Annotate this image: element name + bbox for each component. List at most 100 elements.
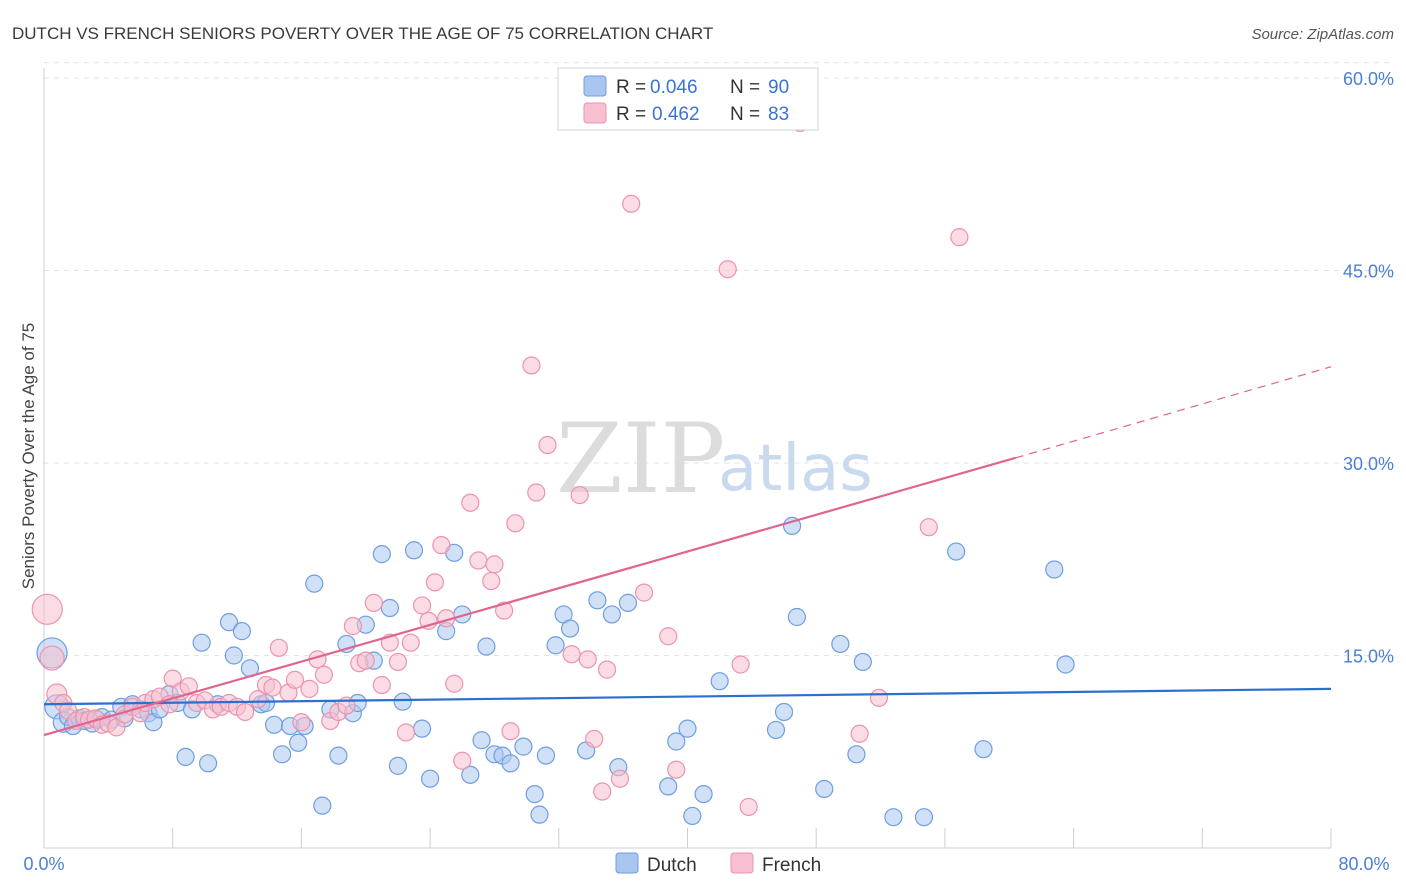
french-point xyxy=(300,679,319,698)
french-point xyxy=(356,651,375,670)
dutch-point xyxy=(884,808,903,827)
french-point xyxy=(570,485,589,505)
french-point xyxy=(263,678,282,697)
french-point xyxy=(107,718,126,737)
dutch-point xyxy=(667,732,686,751)
dutch-point xyxy=(412,719,432,738)
series-legend: Dutch French xyxy=(615,852,821,876)
dutch-point xyxy=(694,784,713,804)
dutch-point xyxy=(514,737,533,756)
watermark: ZIP atlas xyxy=(556,403,873,515)
dutch-point xyxy=(305,574,324,593)
dutch-point xyxy=(525,784,544,804)
dutch-point xyxy=(847,745,866,764)
french-point xyxy=(667,760,686,779)
french-point xyxy=(506,514,525,533)
legend-french-swatch xyxy=(583,102,607,124)
french-point xyxy=(269,638,288,657)
french-point xyxy=(593,782,612,801)
french-point xyxy=(739,797,758,817)
french-point xyxy=(622,194,641,213)
legend-dutch-n-value: 90 xyxy=(768,77,789,98)
french-point xyxy=(314,665,334,684)
legend-dutch-r-label: R = xyxy=(616,77,646,98)
dutch-point xyxy=(501,754,520,773)
legend-dutch-r-value: 0.046 xyxy=(650,77,698,98)
french-point xyxy=(950,228,969,247)
french-trend-line xyxy=(43,456,1016,737)
french-point xyxy=(396,723,416,742)
french-point xyxy=(610,769,630,788)
dutch-point xyxy=(313,796,332,815)
french-point xyxy=(292,713,311,732)
dutch-point xyxy=(914,808,934,827)
french-point xyxy=(461,493,480,512)
dutch-point xyxy=(853,652,872,672)
legend-french-n-value: 83 xyxy=(768,104,789,125)
french-point xyxy=(163,669,182,688)
french-point xyxy=(585,729,604,749)
dutch-point xyxy=(774,702,794,722)
dutch-point xyxy=(289,733,308,752)
french-point xyxy=(919,518,938,537)
dutch-point xyxy=(1045,560,1064,579)
dutch-point xyxy=(618,593,638,612)
dutch-point xyxy=(380,598,399,618)
dutch-point xyxy=(393,692,412,711)
dutch-point xyxy=(198,754,218,773)
french-point xyxy=(343,616,362,636)
chart-source: Source: ZipAtlas.com xyxy=(1251,26,1394,43)
french-point xyxy=(432,536,451,555)
watermark-atlas: atlas xyxy=(718,432,873,506)
french-point xyxy=(597,660,617,679)
y-axis-label: Seniors Poverty Over the Age of 75 xyxy=(19,323,38,589)
french-point xyxy=(39,645,65,671)
french-point xyxy=(388,652,408,672)
dutch-point xyxy=(710,672,729,691)
series-legend-french-label: French xyxy=(762,855,821,876)
dutch-point xyxy=(232,622,251,641)
french-point xyxy=(31,593,63,625)
dutch-point xyxy=(329,746,348,765)
legend-dutch-swatch xyxy=(583,75,607,97)
stats-legend: R = 0.046 N = 90 R = 0.462 N = 83 xyxy=(557,67,819,131)
x-tick-label-max: 80.0% xyxy=(1338,854,1389,874)
legend-dutch-n-label: N = xyxy=(730,77,760,98)
y-tick-label: 60.0% xyxy=(1343,69,1394,89)
dutch-point xyxy=(546,636,565,655)
french-point xyxy=(453,751,472,770)
dutch-point xyxy=(588,591,607,610)
french-point xyxy=(235,702,255,722)
french-point xyxy=(562,645,581,664)
dutch-point xyxy=(372,545,391,564)
french-point xyxy=(412,596,432,615)
dutch-point xyxy=(530,805,549,824)
dutch-trend-line xyxy=(43,687,1332,706)
dutch-point xyxy=(659,777,678,796)
dutch-point xyxy=(264,715,284,734)
dutch-point xyxy=(536,746,556,765)
french-point xyxy=(445,674,464,693)
trend-lines xyxy=(43,366,1332,737)
dutch-point xyxy=(831,634,850,654)
x-tick-label-min: 0.0% xyxy=(23,854,64,874)
dutch-point xyxy=(560,619,580,638)
french-point xyxy=(659,627,678,646)
dutch-point xyxy=(602,605,621,624)
french-point xyxy=(285,670,305,689)
legend-french-r-label: R = xyxy=(616,104,646,125)
dutch-point xyxy=(388,756,408,775)
dutch-point xyxy=(404,541,424,560)
dutch-point xyxy=(815,779,834,799)
dutch-point xyxy=(176,747,195,766)
dutch-point xyxy=(1056,655,1075,674)
dutch-point xyxy=(787,607,806,627)
french-point xyxy=(469,551,488,570)
dutch-point xyxy=(766,720,786,740)
series-legend-french-swatch xyxy=(730,852,754,874)
french-point xyxy=(850,724,869,743)
french-point xyxy=(578,650,597,669)
dutch-point xyxy=(421,769,440,788)
y-tick-label: 15.0% xyxy=(1343,647,1394,667)
y-tick-label: 45.0% xyxy=(1343,262,1394,282)
